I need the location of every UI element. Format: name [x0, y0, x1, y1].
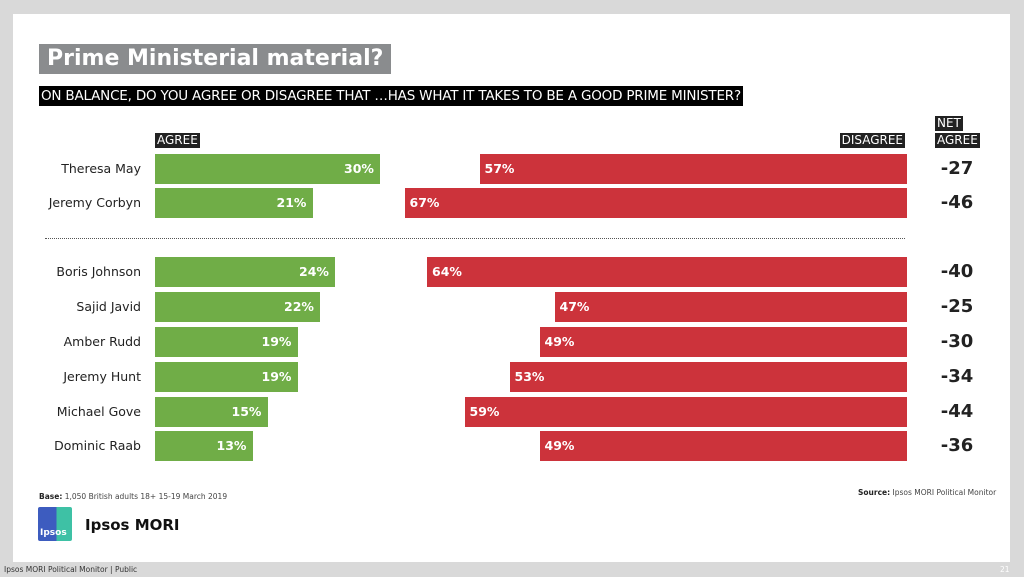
net-agree-value: -44 — [940, 401, 974, 422]
category-label: Sajid Javid — [76, 299, 141, 314]
source-note: Source: Ipsos MORI Political Monitor — [858, 488, 996, 497]
category-label: Michael Gove — [56, 404, 141, 419]
net-agree-value: -34 — [940, 366, 974, 387]
footer-text: Ipsos MORI Political Monitor | Public — [4, 565, 138, 574]
source-text: Ipsos MORI Political Monitor — [892, 488, 997, 497]
disagree-bar — [427, 257, 907, 287]
agree-bar — [155, 397, 268, 427]
disagree-bar — [479, 154, 907, 184]
disagree-value-label: 49% — [544, 334, 575, 349]
net-agree-value: -46 — [940, 192, 974, 213]
base-text: 1,050 British adults 18+ 15-19 March 201… — [64, 492, 228, 501]
agree-bar — [155, 292, 320, 322]
category-label: Theresa May — [61, 161, 141, 176]
net-agree-value: -36 — [940, 435, 974, 456]
group-divider — [45, 238, 905, 239]
brand-name: Ipsos MORI — [85, 516, 180, 534]
disagree-value-label: 53% — [514, 369, 545, 384]
slide-title: Prime Ministerial material? — [39, 44, 392, 74]
footer-bar: Ipsos MORI Political Monitor | Public 21 — [0, 562, 1024, 577]
agree-value-label: 19% — [261, 334, 292, 349]
disagree-value-label: 47% — [559, 299, 590, 314]
disagree-value-label: 67% — [409, 195, 440, 210]
disagree-bar — [464, 397, 907, 427]
agree-bar — [155, 188, 313, 218]
disagree-value-label: 57% — [484, 161, 515, 176]
disagree-bar — [539, 327, 907, 357]
base-label: Base: — [39, 492, 63, 501]
category-label: Amber Rudd — [63, 334, 141, 349]
category-label: Dominic Raab — [54, 438, 141, 453]
disagree-value-label: 59% — [469, 404, 500, 419]
source-label: Source: — [858, 488, 891, 497]
question-text: ON BALANCE, DO YOU AGREE OR DISAGREE THA… — [39, 86, 743, 106]
agree-value-label: 13% — [216, 438, 247, 453]
agree-bar — [155, 154, 380, 184]
disagree-bar — [404, 188, 907, 218]
net-agree-value: -30 — [940, 331, 974, 352]
net-header-1: NET — [935, 116, 963, 131]
agree-bar — [155, 257, 335, 287]
agree-header: AGREE — [155, 133, 200, 148]
disagree-bar — [539, 431, 907, 461]
net-agree-value: -25 — [940, 296, 974, 317]
disagree-bar — [554, 292, 907, 322]
agree-value-label: 21% — [276, 195, 307, 210]
category-label: Boris Johnson — [56, 264, 141, 279]
disagree-value-label: 49% — [544, 438, 575, 453]
logo-badge-text: Ipsos — [40, 528, 67, 538]
agree-bar — [155, 327, 298, 357]
agree-value-label: 30% — [344, 161, 374, 176]
base-note: Base: 1,050 British adults 18+ 15-19 Mar… — [39, 492, 227, 501]
disagree-bar — [509, 362, 907, 392]
category-label: Jeremy Corbyn — [48, 195, 141, 210]
agree-value-label: 15% — [231, 404, 262, 419]
agree-value-label: 19% — [261, 369, 292, 384]
disagree-header: DISAGREE — [839, 133, 905, 148]
net-header-2: AGREE — [935, 133, 980, 148]
agree-value-label: 24% — [299, 264, 329, 279]
agree-bar — [155, 431, 253, 461]
ipsos-logo: Ipsos — [38, 507, 72, 541]
agree-value-label: 22% — [284, 299, 314, 314]
page-number: 21 — [1000, 565, 1010, 574]
net-agree-value: -40 — [940, 261, 974, 282]
net-agree-value: -27 — [940, 158, 974, 179]
category-label: Jeremy Hunt — [63, 369, 141, 384]
agree-bar — [155, 362, 298, 392]
disagree-value-label: 64% — [432, 264, 462, 279]
